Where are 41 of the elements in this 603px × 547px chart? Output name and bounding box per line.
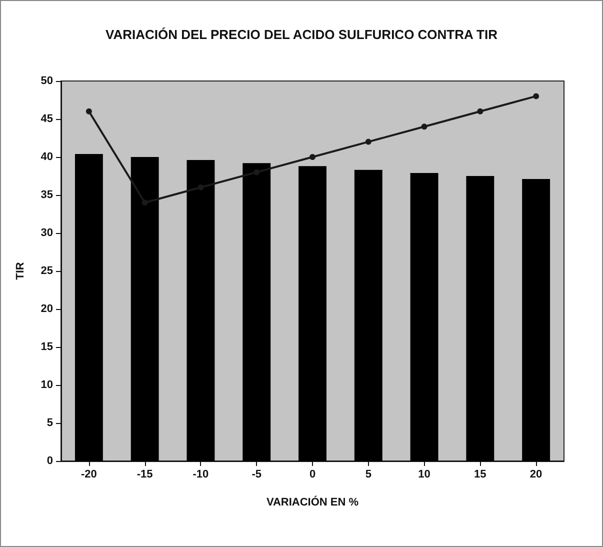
x-tick-label: -20 <box>80 468 97 480</box>
point <box>310 154 316 160</box>
point <box>254 169 260 176</box>
bar <box>410 172 438 461</box>
y-tick-label: 10 <box>40 379 53 391</box>
point <box>86 108 92 114</box>
bar <box>466 176 494 461</box>
x-tick-label: 0 <box>309 468 316 480</box>
x-tick-label: 10 <box>418 468 430 480</box>
chart-title: VARIACIÓN DEL PRECIO DEL ACIDO SULFURICO CONTRA TIR <box>106 27 498 42</box>
y-tick-label: 45 <box>40 113 53 125</box>
bar <box>298 166 326 461</box>
point <box>142 200 148 206</box>
bar <box>186 160 215 461</box>
y-tick-label: 40 <box>40 151 53 163</box>
x-tick-label: 5 <box>365 468 372 480</box>
y-tick-label: 5 <box>46 417 53 429</box>
y-tick-label: 15 <box>40 341 53 353</box>
x-axis-title: VARIACIÓN EN % <box>266 496 359 508</box>
y-tick-label: 35 <box>40 189 53 201</box>
bar <box>522 179 550 461</box>
point <box>533 93 540 100</box>
x-tick-label: 15 <box>474 468 486 480</box>
point <box>365 138 372 145</box>
bar <box>130 157 159 461</box>
x-tick-label: -15 <box>136 468 153 480</box>
bar <box>354 170 382 461</box>
x-tick-label: -5 <box>252 468 262 480</box>
x-tick-label: -10 <box>192 468 209 480</box>
point <box>477 108 484 114</box>
y-tick-label: 25 <box>40 265 53 277</box>
y-tick-label: 50 <box>40 75 53 87</box>
y-axis-title: TIR <box>14 262 26 280</box>
bar <box>242 163 271 461</box>
point <box>198 184 204 190</box>
bar <box>74 154 103 461</box>
point <box>421 124 428 130</box>
y-tick-label: 20 <box>40 303 53 315</box>
y-tick-label: 30 <box>40 227 53 239</box>
x-tick-label: 20 <box>530 468 542 480</box>
y-tick-label: 0 <box>46 455 53 467</box>
